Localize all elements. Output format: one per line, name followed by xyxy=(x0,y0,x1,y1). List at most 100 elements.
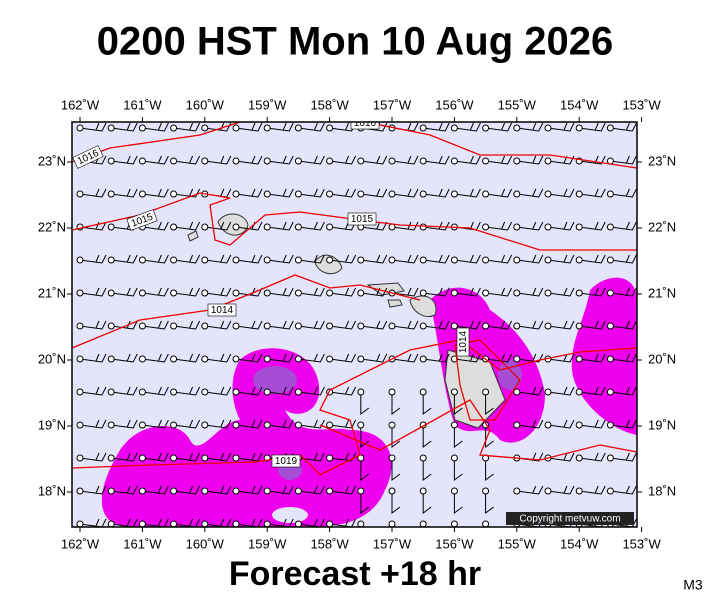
wind-barb xyxy=(263,419,294,429)
wind-barb xyxy=(294,221,325,231)
barb-staff xyxy=(516,155,544,165)
wind-barb xyxy=(326,122,357,132)
wind-barb xyxy=(76,287,107,297)
barb-station xyxy=(357,454,365,462)
wind-barb xyxy=(201,518,232,527)
wind-barb xyxy=(170,452,201,462)
barb-station xyxy=(606,256,614,264)
barb-station xyxy=(232,487,240,495)
wind-barb xyxy=(263,287,294,297)
wind-barb xyxy=(575,254,606,264)
barb-staff xyxy=(173,452,201,462)
barb-staff xyxy=(547,221,575,231)
barb-station xyxy=(419,454,427,462)
wind-barb xyxy=(575,419,606,429)
barb-staff xyxy=(267,485,294,495)
barb-station xyxy=(201,520,209,527)
barb-staff xyxy=(111,122,138,132)
barb-staff xyxy=(142,221,169,231)
barb-staff xyxy=(485,392,494,415)
barb-staff xyxy=(423,122,450,132)
barb-station xyxy=(138,520,146,527)
lon-label-bottom: 157˚W xyxy=(373,536,412,551)
barb-staff xyxy=(579,188,606,198)
barb-staff xyxy=(79,452,107,462)
barb-station xyxy=(482,124,490,132)
barb-station xyxy=(575,388,583,396)
barb-station xyxy=(76,520,84,527)
barb-station xyxy=(575,454,583,462)
barb-station xyxy=(263,124,271,132)
barb-station xyxy=(450,157,458,165)
barb-station xyxy=(294,190,302,198)
barb-staff xyxy=(454,188,481,198)
barb-staff xyxy=(485,353,513,363)
barb-station xyxy=(170,520,178,527)
isobar-label-text: 1015 xyxy=(351,214,374,225)
barb-station xyxy=(357,520,365,527)
barb-station xyxy=(482,223,490,231)
barb-staff xyxy=(485,188,513,198)
barb-station xyxy=(232,454,240,462)
wind-barb xyxy=(107,254,138,264)
wind-barb xyxy=(419,188,450,198)
barb-staff xyxy=(453,392,463,415)
barb-staff xyxy=(173,287,201,297)
barb-staff xyxy=(79,485,107,495)
barb-station xyxy=(263,157,271,165)
barb-station xyxy=(138,124,146,132)
barb-staff xyxy=(111,452,138,462)
wind-barb xyxy=(513,254,544,264)
barb-station xyxy=(138,454,146,462)
barb-station xyxy=(76,289,84,297)
barb-staff xyxy=(454,287,481,297)
wind-barb xyxy=(544,122,575,132)
barb-station xyxy=(513,223,521,231)
wind-barb xyxy=(263,518,294,527)
barb-staff xyxy=(516,188,544,198)
isobar-label-text: 1019 xyxy=(275,456,298,467)
wind-barb xyxy=(544,287,575,297)
barb-station xyxy=(201,487,209,495)
barb-staff xyxy=(267,221,294,231)
wind-barb xyxy=(513,386,544,396)
barb-staff xyxy=(610,485,637,495)
barb-staff xyxy=(422,491,432,514)
barb-station xyxy=(513,256,521,264)
barb-station xyxy=(76,124,84,132)
wind-barb xyxy=(76,452,107,462)
barb-station xyxy=(513,124,521,132)
barb-staff xyxy=(453,491,463,514)
barb-staff xyxy=(298,287,325,297)
barb-station xyxy=(107,520,115,527)
barb-staff xyxy=(204,386,232,396)
barb-staff xyxy=(360,155,388,165)
barb-station xyxy=(294,487,302,495)
barb-staff xyxy=(579,254,606,264)
wind-barb xyxy=(544,386,575,396)
barb-staff xyxy=(111,386,138,396)
wind-barb xyxy=(294,353,325,363)
barb-staff xyxy=(111,518,138,527)
barb-staff xyxy=(547,452,575,462)
isobar-label-box xyxy=(126,209,158,231)
barb-staff xyxy=(579,452,606,462)
copyright: Copyright metvuw.com xyxy=(519,514,620,525)
barb-staff xyxy=(298,155,325,165)
barb-station xyxy=(170,223,178,231)
barb-staff xyxy=(79,122,107,132)
wind-barb xyxy=(575,320,606,330)
wind-barb xyxy=(263,485,294,495)
barb-station xyxy=(450,322,458,330)
wind-barb xyxy=(170,518,201,527)
lon-label-bottom: 161˚W xyxy=(123,536,162,551)
barb-station xyxy=(263,322,271,330)
barb-staff xyxy=(454,320,481,330)
barb-station xyxy=(606,322,614,330)
barb-station xyxy=(388,388,396,396)
barb-station xyxy=(575,322,583,330)
wind-barb xyxy=(107,320,138,330)
wind-barb xyxy=(388,254,419,264)
barb-staff xyxy=(329,254,357,264)
barb-station xyxy=(606,190,614,198)
